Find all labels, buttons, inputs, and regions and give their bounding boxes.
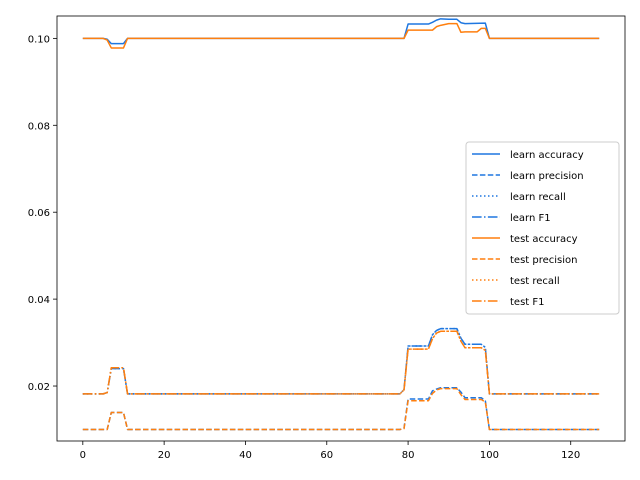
x-tick-label: 20 [158,450,171,461]
y-tick-label: 0.10 [28,34,50,45]
series-line [82,387,600,431]
y-axis: 0.02 0.04 0.06 0.08 0.10 [28,34,57,393]
series-layer [82,18,600,431]
legend: learn accuracy learn precision learn recal… [465,141,620,315]
x-tick-label: 0 [80,450,86,461]
y-tick-label: 0.02 [28,382,50,393]
x-tick-label: 60 [320,450,333,461]
x-tick-label: 40 [239,450,252,461]
series-line [82,18,600,45]
x-tick-label: 120 [561,450,580,461]
series-line [82,22,600,49]
y-tick-label: 0.08 [28,121,50,132]
y-tick-label: 0.04 [28,295,50,306]
x-axis: 0 20 40 60 80 100 120 [80,441,580,461]
series-line [82,330,600,395]
y-tick-label: 0.06 [28,208,50,219]
legend-label: test accuracy [510,234,578,245]
x-tick-label: 100 [480,450,499,461]
legend-label: learn accuracy [510,150,584,161]
legend-box [465,141,620,315]
legend-label: test precision [510,255,578,266]
legend-label: learn recall [510,192,566,203]
legend-label: test recall [510,276,560,287]
plot-frame [56,15,626,442]
legend-label: learn precision [510,171,584,182]
series-line [82,327,600,395]
legend-label: test F1 [510,297,545,308]
x-tick-label: 80 [402,450,415,461]
series-line [82,387,600,431]
legend-label: learn F1 [510,213,551,224]
